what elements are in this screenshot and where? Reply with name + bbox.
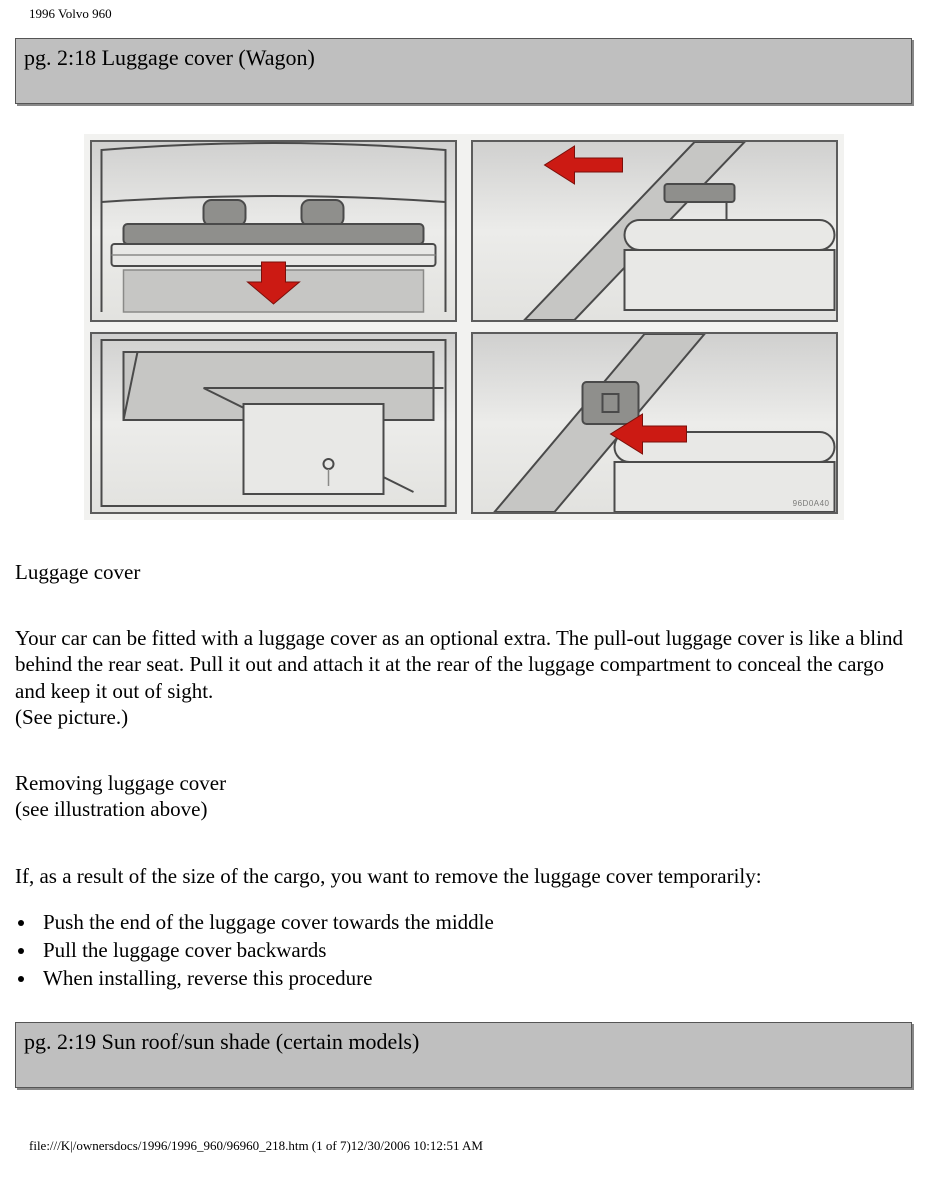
section-body-1: Your car can be fitted with a luggage co… — [15, 625, 912, 730]
diagram-panel-2 — [471, 140, 838, 322]
page-footer-path: file:///K|/ownersdocs/1996/1996_960/9696… — [29, 1138, 912, 1154]
section-body-2: If, as a result of the size of the cargo… — [15, 863, 912, 889]
luggage-cover-diagram: 96D0A40 — [84, 134, 844, 520]
diagram-ref-label: 96D0A40 — [793, 499, 830, 508]
doc-title: 1996 Volvo 960 — [29, 6, 912, 22]
list-item: Push the end of the luggage cover toward… — [37, 909, 912, 935]
page-banner-218: pg. 2:18 Luggage cover (Wagon) — [15, 38, 912, 104]
banner-text-1: pg. 2:18 Luggage cover (Wagon) — [24, 45, 315, 70]
diagram-panel-1 — [90, 140, 457, 322]
removal-steps-list: Push the end of the luggage cover toward… — [15, 909, 912, 992]
page-banner-219: pg. 2:19 Sun roof/sun shade (certain mod… — [15, 1022, 912, 1088]
section-heading-removing: Removing luggage cover(see illustration … — [15, 770, 912, 823]
banner-text-2: pg. 2:19 Sun roof/sun shade (certain mod… — [24, 1029, 419, 1054]
list-item: When installing, reverse this procedure — [37, 965, 912, 991]
section-heading-luggage-cover: Luggage cover — [15, 560, 912, 585]
list-item: Pull the luggage cover backwards — [37, 937, 912, 963]
diagram-panel-4: 96D0A40 — [471, 332, 838, 514]
diagram-panel-3 — [90, 332, 457, 514]
